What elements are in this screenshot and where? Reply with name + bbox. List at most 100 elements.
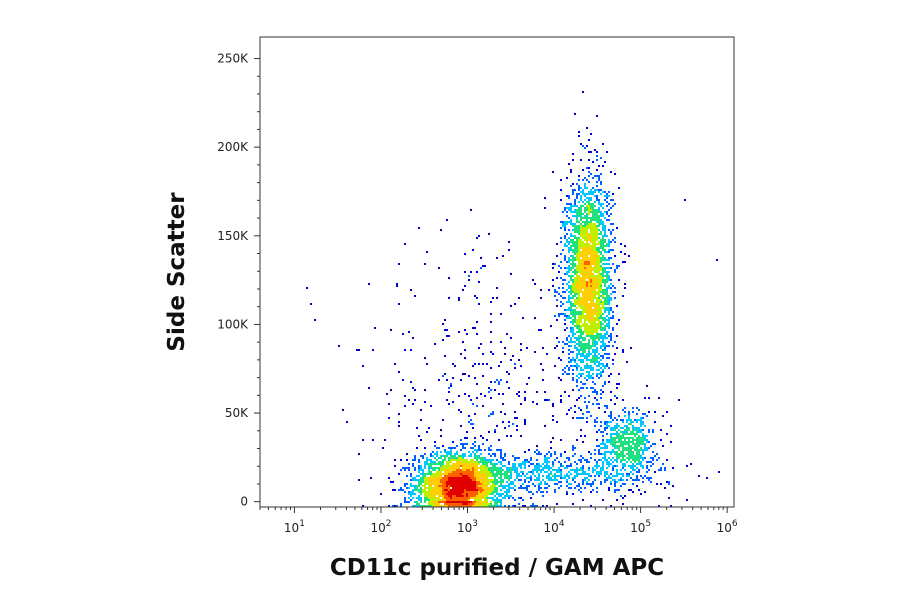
- event-dot: [532, 483, 534, 485]
- event-dot: [604, 199, 606, 201]
- event-dot: [444, 489, 446, 491]
- event-dot: [588, 253, 590, 255]
- event-dot: [444, 473, 446, 475]
- event-dot: [570, 473, 572, 475]
- event-dot: [610, 309, 612, 311]
- event-dot: [630, 445, 632, 447]
- event-dot: [434, 489, 436, 491]
- event-dot: [574, 337, 576, 339]
- event-dot: [578, 343, 580, 345]
- event-dot: [566, 241, 568, 243]
- event-dot: [588, 331, 590, 333]
- event-dot: [578, 251, 580, 253]
- event-dot: [528, 461, 530, 463]
- event-dot: [622, 479, 624, 481]
- event-dot: [492, 505, 494, 507]
- event-dot: [472, 427, 474, 429]
- event-dot: [564, 329, 566, 331]
- event-dot: [504, 427, 506, 429]
- event-dot: [576, 285, 578, 287]
- event-dot: [592, 177, 594, 179]
- event-dot: [508, 497, 510, 499]
- event-dot: [668, 481, 670, 483]
- event-dot: [620, 243, 622, 245]
- event-dot: [594, 317, 596, 319]
- event-dot: [592, 239, 594, 241]
- event-dot: [566, 267, 568, 269]
- event-dot: [594, 247, 596, 249]
- event-dot: [478, 281, 480, 283]
- event-dot: [580, 267, 582, 269]
- event-dot: [604, 309, 606, 311]
- event-dot: [472, 459, 474, 461]
- event-dot: [510, 481, 512, 483]
- event-dot: [584, 309, 586, 311]
- event-dot: [598, 377, 600, 379]
- event-dot: [570, 291, 572, 293]
- event-dot: [604, 427, 606, 429]
- event-dot: [602, 269, 604, 271]
- event-dot: [438, 267, 440, 269]
- event-dot: [478, 467, 480, 469]
- event-dot: [452, 503, 454, 505]
- event-dot: [528, 465, 530, 467]
- event-dot: [454, 487, 456, 489]
- event-dot: [566, 467, 568, 469]
- event-dot: [608, 341, 610, 343]
- event-dot: [590, 491, 592, 493]
- event-dot: [624, 483, 626, 485]
- event-dot: [610, 439, 612, 441]
- event-dot: [564, 243, 566, 245]
- event-dot: [568, 369, 570, 371]
- event-dot: [452, 485, 454, 487]
- event-dot: [564, 267, 566, 269]
- event-dot: [600, 267, 602, 269]
- event-dot: [592, 299, 594, 301]
- event-dot: [450, 465, 452, 467]
- event-dot: [452, 459, 454, 461]
- event-dot: [468, 505, 470, 507]
- event-dot: [598, 327, 600, 329]
- event-dot: [604, 345, 606, 347]
- event-dot: [580, 247, 582, 249]
- event-dot: [474, 457, 476, 459]
- event-dot: [586, 197, 588, 199]
- event-dot: [592, 245, 594, 247]
- event-dot: [466, 491, 468, 493]
- event-dot: [458, 483, 460, 485]
- event-dot: [432, 463, 434, 465]
- event-dot: [414, 505, 416, 507]
- event-dot: [468, 477, 470, 479]
- event-dot: [600, 397, 602, 399]
- event-dot: [572, 225, 574, 227]
- event-dot: [416, 479, 418, 481]
- event-dot: [572, 259, 574, 261]
- event-dot: [492, 469, 494, 471]
- event-dot: [582, 297, 584, 299]
- event-dot: [576, 363, 578, 365]
- event-dot: [538, 473, 540, 475]
- event-dot: [586, 229, 588, 231]
- event-dot: [670, 425, 672, 427]
- event-dot: [498, 499, 500, 501]
- event-dot: [506, 471, 508, 473]
- event-dot: [434, 481, 436, 483]
- event-dot: [594, 397, 596, 399]
- event-dot: [636, 479, 638, 481]
- event-dot: [480, 495, 482, 497]
- event-dot: [538, 463, 540, 465]
- event-dot: [608, 375, 610, 377]
- event-dot: [418, 459, 420, 461]
- event-dot: [456, 445, 458, 447]
- event-dot: [590, 313, 592, 315]
- event-dot: [416, 427, 418, 429]
- event-dot: [588, 309, 590, 311]
- event-dot: [444, 495, 446, 497]
- event-dot: [430, 459, 432, 461]
- event-dot: [446, 467, 448, 469]
- event-dot: [608, 325, 610, 327]
- event-dot: [608, 367, 610, 369]
- event-dot: [586, 287, 588, 289]
- event-dot: [500, 455, 502, 457]
- event-dot: [706, 477, 708, 479]
